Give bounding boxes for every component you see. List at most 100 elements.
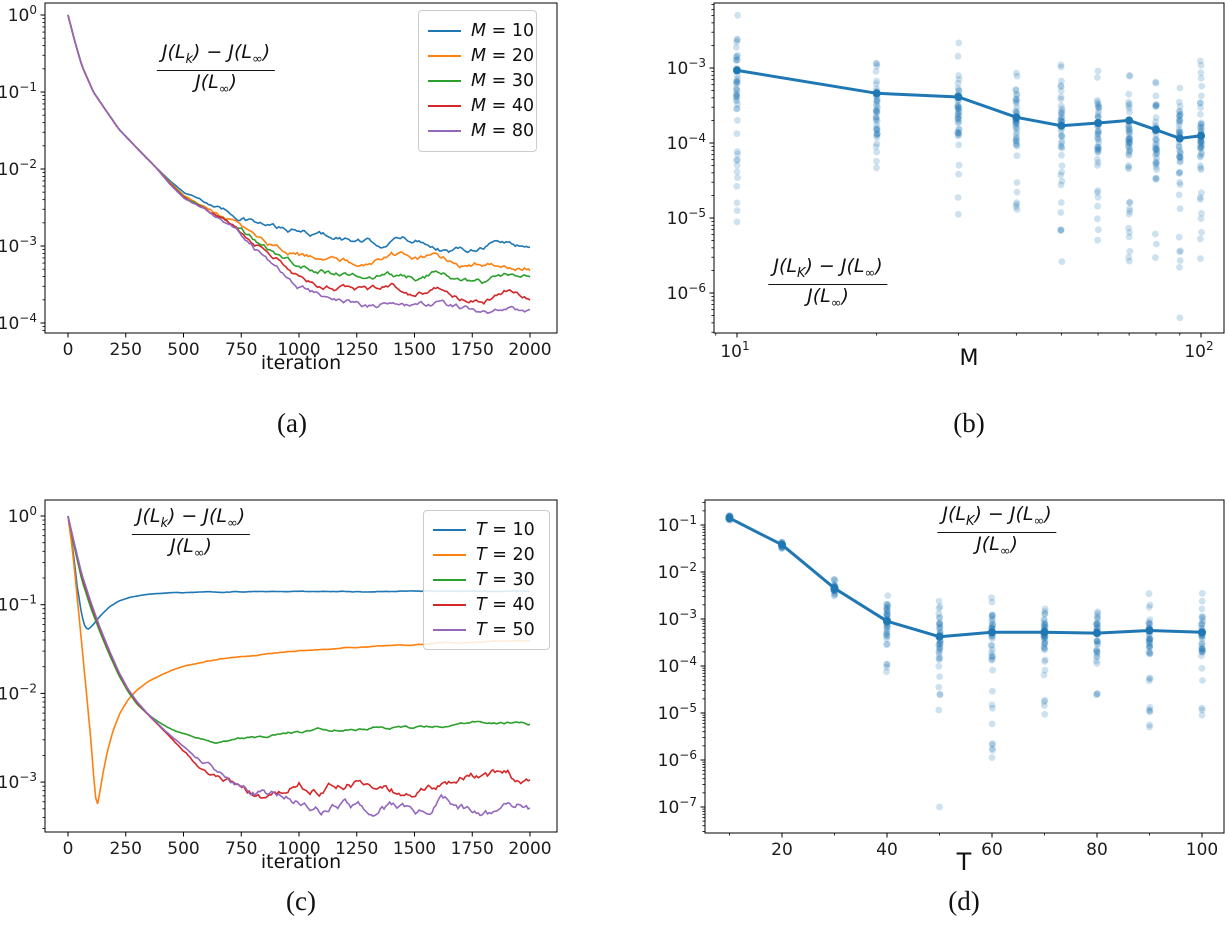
scatter-point xyxy=(935,656,943,664)
scatter-point xyxy=(1145,637,1153,645)
scatter-point xyxy=(1175,170,1183,177)
mean-marker xyxy=(988,628,996,637)
scatter-point xyxy=(1012,122,1020,130)
scatter-point xyxy=(1197,120,1205,128)
scatter-point xyxy=(1093,637,1101,645)
scatter-point xyxy=(734,174,741,182)
scatter-point xyxy=(1012,120,1020,127)
scatter-point xyxy=(1196,123,1204,131)
scatter-point xyxy=(1198,645,1206,653)
scatter-point xyxy=(883,612,891,619)
scatter-point xyxy=(1012,203,1020,211)
scatter-point xyxy=(1198,150,1205,158)
scatter-point xyxy=(1093,189,1101,196)
scatter-point xyxy=(1197,138,1204,146)
scatter-point xyxy=(1145,604,1153,611)
scatter-point xyxy=(1126,72,1133,79)
scatter-point xyxy=(1198,142,1205,150)
scatter-point xyxy=(1093,155,1101,163)
scatter-point xyxy=(1057,227,1065,234)
y-tick-label: 10−5 xyxy=(658,701,697,724)
x-axis-label-b: M xyxy=(959,346,979,371)
scatter-point xyxy=(1125,130,1133,138)
y-tick-label: 10−2 xyxy=(658,560,697,583)
scatter-point xyxy=(1040,702,1048,709)
scatter-point xyxy=(989,687,996,695)
scatter-point xyxy=(1094,610,1101,617)
scatter-point xyxy=(1152,144,1160,151)
legend-line-sample xyxy=(428,105,461,108)
scatter-point xyxy=(954,194,962,201)
scatter-point xyxy=(1176,102,1184,110)
scatter-point xyxy=(872,80,880,88)
scatter-point xyxy=(883,630,890,638)
formula-annotation-c: J(Lk) − J(L∞) J(L∞) xyxy=(131,505,251,561)
scatter-point xyxy=(955,72,962,79)
scatter-point xyxy=(1094,143,1102,150)
scatter-point xyxy=(1126,139,1133,147)
scatter-point xyxy=(1125,151,1133,159)
scatter-point xyxy=(1153,154,1161,162)
scatter-point xyxy=(1094,640,1101,648)
scatter-point xyxy=(1094,690,1101,697)
scatter-point xyxy=(1013,72,1021,80)
scatter-point xyxy=(1145,620,1153,628)
scatter-point xyxy=(883,623,891,631)
legend-entry: T = 20 xyxy=(433,543,539,568)
scatter-point xyxy=(955,87,963,95)
scatter-point xyxy=(1197,255,1204,262)
scatter-point xyxy=(1198,640,1205,648)
legend-panel-c: T = 10 T = 20 T = 30 T = 40 T = 50 xyxy=(423,510,550,650)
scatter-point xyxy=(1146,649,1154,657)
scatter-point xyxy=(873,164,880,172)
scatter-point xyxy=(988,654,996,661)
scatter-point xyxy=(1145,643,1153,651)
panel-a: 100 10−1 10−2 10−3 10−4 0 250 500 750 1000 1250 150… xyxy=(0,2,558,360)
scatter-point xyxy=(1177,153,1184,161)
scatter-point xyxy=(1012,140,1020,148)
scatter-point xyxy=(1146,721,1153,729)
scatter-point xyxy=(1145,618,1153,626)
scatter-point xyxy=(1012,107,1020,115)
scatter-point xyxy=(954,103,962,111)
y-tick-label: 10−2 xyxy=(0,157,37,180)
legend-entry: T = 30 xyxy=(433,568,539,593)
mean-marker xyxy=(1145,626,1154,635)
scatter-point xyxy=(1152,174,1160,182)
axes-frame xyxy=(713,2,1225,334)
scatter-point xyxy=(1058,105,1066,112)
scatter-point xyxy=(1146,649,1154,657)
x-tick-label: 100 xyxy=(1186,840,1218,860)
scatter-point xyxy=(1041,621,1049,629)
scatter-point xyxy=(883,628,891,636)
scatter-point xyxy=(989,646,996,654)
scatter-point xyxy=(1013,141,1020,149)
scatter-point xyxy=(1013,124,1021,132)
scatter-point xyxy=(1199,648,1206,655)
legend-line-sample xyxy=(433,578,466,581)
scatter-point xyxy=(1176,169,1183,177)
legend-entry: M = 20 xyxy=(428,43,534,68)
scatter-point xyxy=(1152,92,1160,100)
scatter-point xyxy=(1057,111,1065,119)
x-tick-label: 1750 xyxy=(451,839,494,859)
x-tick-label: 40 xyxy=(876,840,898,860)
scatter-point xyxy=(1126,147,1133,155)
scatter-point xyxy=(873,126,881,134)
scatter-point xyxy=(873,95,881,103)
scatter-point xyxy=(1125,128,1133,136)
scatter-point xyxy=(1151,230,1159,238)
scatter-point xyxy=(734,150,741,158)
scatter-point xyxy=(733,78,741,85)
scatter-point xyxy=(1175,152,1183,160)
scatter-point xyxy=(936,691,944,698)
legend-line-sample xyxy=(428,130,461,133)
scatter-point xyxy=(955,39,963,47)
scatter-point xyxy=(954,129,962,137)
scatter-point xyxy=(1126,208,1134,215)
formula-annotation-d: J(LK) − J(L∞) J(L∞) xyxy=(937,503,1057,559)
scatter-point xyxy=(1094,74,1101,81)
scatter-point xyxy=(988,594,995,602)
scatter-point xyxy=(1146,675,1154,683)
